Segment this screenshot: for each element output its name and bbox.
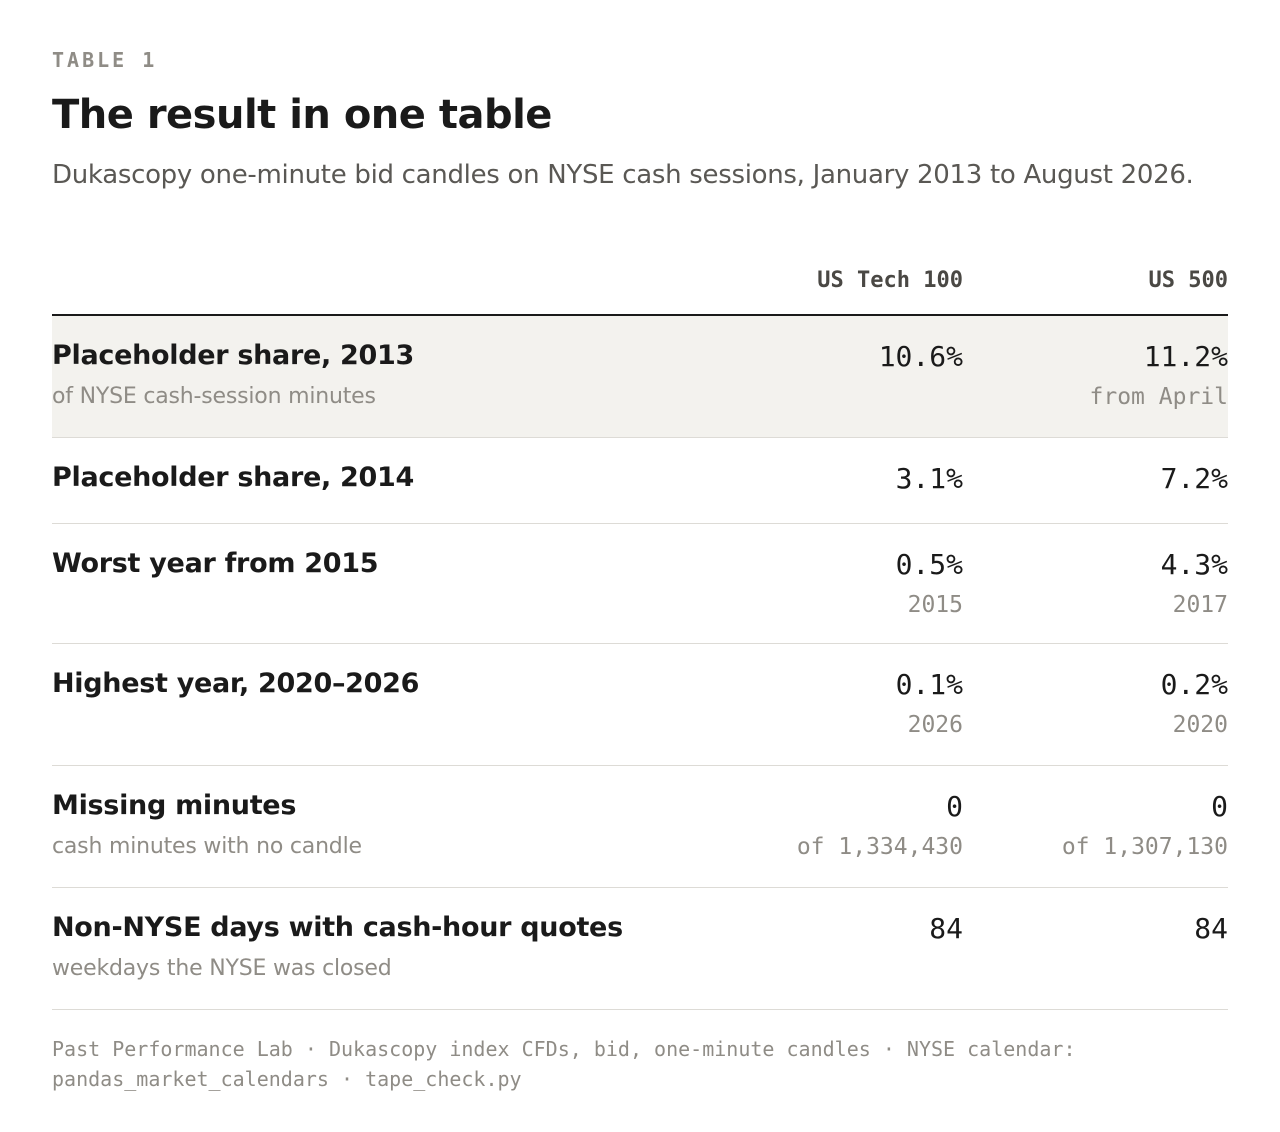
table-row: Placeholder share, 2013 of NYSE cash-ses… <box>52 316 1228 438</box>
column-header-us-500: US 500 <box>1148 268 1228 293</box>
cell-note: 2017 <box>1172 592 1228 618</box>
page-title: The result in one table <box>52 92 552 138</box>
cell-note: 2020 <box>1172 712 1228 738</box>
cell-value: 10.6% <box>878 340 963 373</box>
row-sublabel: of NYSE cash-session minutes <box>52 384 376 409</box>
cell-note: from April <box>1089 384 1228 410</box>
table-header: US Tech 100 US 500 <box>52 266 1228 316</box>
cell-value: 84 <box>1194 912 1228 945</box>
row-label: Placeholder share, 2014 <box>52 462 415 493</box>
cell-note: of 1,307,130 <box>1061 834 1228 860</box>
table-row: Placeholder share, 2014 3.1% 7.2% <box>52 438 1228 524</box>
table-row: Highest year, 2020–2026 0.1% 0.2% 2026 2… <box>52 644 1228 766</box>
cell-value: 7.2% <box>1160 462 1228 495</box>
row-sublabel: cash minutes with no candle <box>52 834 362 859</box>
row-label: Worst year from 2015 <box>52 548 379 579</box>
table-row: Worst year from 2015 0.5% 4.3% 2015 2017 <box>52 524 1228 644</box>
cell-value: 11.2% <box>1143 340 1228 373</box>
cell-value: 0 <box>1211 790 1228 823</box>
column-header-us-tech-100: US Tech 100 <box>817 268 963 293</box>
cell-note: 2026 <box>907 712 963 738</box>
row-label: Non-NYSE days with cash-hour quotes <box>52 912 623 943</box>
table-row: Missing minutes cash minutes with no can… <box>52 766 1228 888</box>
cell-value: 0.2% <box>1160 668 1228 701</box>
table-number: TABLE 1 <box>52 48 158 72</box>
page-subtitle: Dukascopy one-minute bid candles on NYSE… <box>52 160 1194 190</box>
cell-value: 4.3% <box>1160 548 1228 581</box>
results-table: US Tech 100 US 500 Placeholder share, 20… <box>52 266 1228 1010</box>
cell-note: of 1,334,430 <box>796 834 963 860</box>
cell-note: 2015 <box>907 592 963 618</box>
source-note: Past Performance Lab · Dukascopy index C… <box>52 1037 1076 1091</box>
row-label: Missing minutes <box>52 790 297 821</box>
cell-value: 3.1% <box>895 462 963 495</box>
cell-value: 0.5% <box>895 548 963 581</box>
cell-value: 84 <box>929 912 963 945</box>
cell-value: 0.1% <box>895 668 963 701</box>
cell-value: 0 <box>946 790 963 823</box>
table-row: Non-NYSE days with cash-hour quotes week… <box>52 888 1228 1010</box>
row-label: Highest year, 2020–2026 <box>52 668 420 699</box>
row-label: Placeholder share, 2013 <box>52 340 415 371</box>
row-sublabel: weekdays the NYSE was closed <box>52 956 392 981</box>
